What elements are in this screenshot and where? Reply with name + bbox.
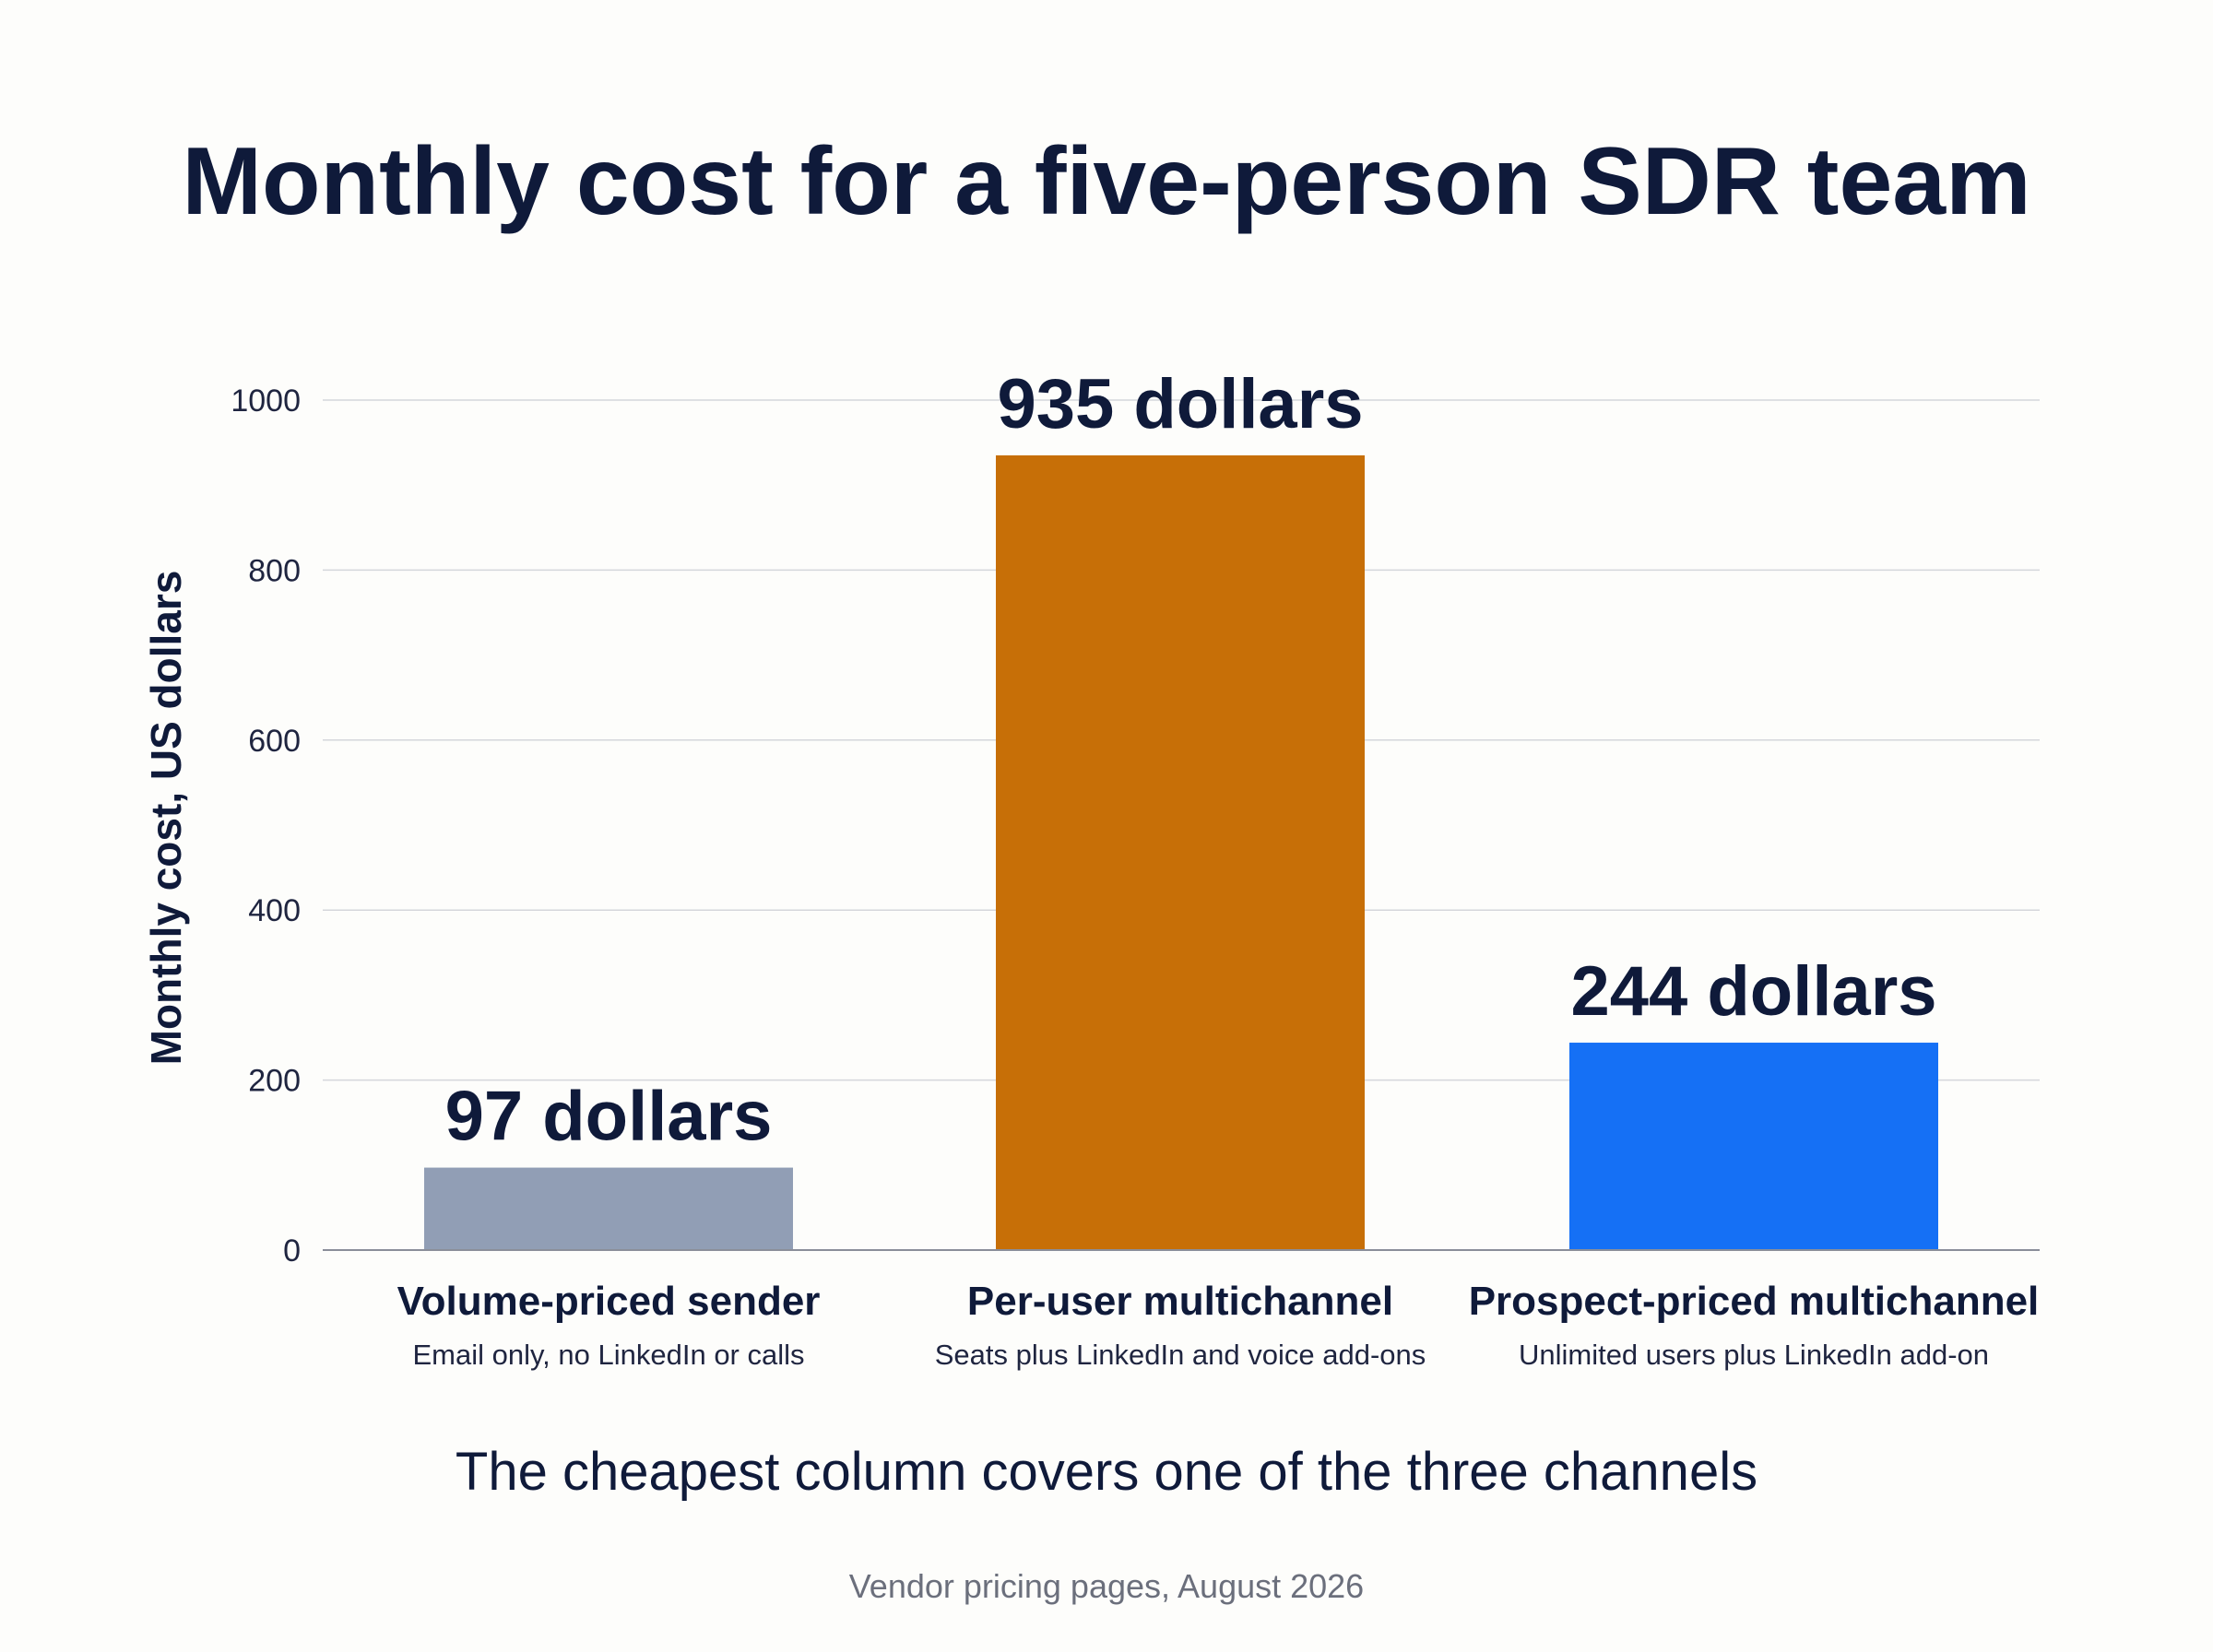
- bars: [424, 454, 1938, 1250]
- bar-value-label: 244 dollars: [1570, 952, 1936, 1031]
- bar-value-label: 935 dollars: [997, 365, 1363, 443]
- y-tick-label: 1000: [231, 384, 301, 419]
- x-category-label: Per-user multichannel: [967, 1279, 1393, 1324]
- x-category-note: Seats plus LinkedIn and voice add-ons: [935, 1339, 1426, 1371]
- source-note: Vendor pricing pages, August 2026: [849, 1567, 1364, 1605]
- x-axis-categories: Volume-priced sender Email only, no Linke…: [397, 1279, 2040, 1371]
- y-tick-label: 400: [248, 893, 301, 928]
- y-axis-ticks: 0 200 400 600 800 1000: [231, 384, 301, 1268]
- y-tick-label: 800: [248, 553, 301, 588]
- y-tick-label: 600: [248, 724, 301, 759]
- y-tick-label: 0: [283, 1233, 301, 1268]
- x-category-note: Unlimited users plus LinkedIn add-on: [1519, 1339, 1989, 1371]
- chart-title: Monthly cost for a five-person SDR team: [182, 128, 2030, 235]
- chart-annotation: The cheapest column covers one of the th…: [456, 1442, 1757, 1502]
- y-axis-label: Monthly cost, US dollars: [142, 571, 190, 1066]
- x-category-label: Volume-priced sender: [397, 1279, 821, 1324]
- y-tick-label: 200: [248, 1064, 301, 1099]
- bar: [1569, 1043, 1938, 1250]
- bar-data-labels: 97 dollars 935 dollars 244 dollars: [445, 365, 1937, 1156]
- x-category-note: Email only, no LinkedIn or calls: [412, 1339, 804, 1371]
- bar: [996, 454, 1365, 1250]
- x-category-label: Prospect-priced multichannel: [1469, 1279, 2040, 1324]
- bar-value-label: 97 dollars: [445, 1078, 773, 1156]
- bar: [424, 1167, 793, 1250]
